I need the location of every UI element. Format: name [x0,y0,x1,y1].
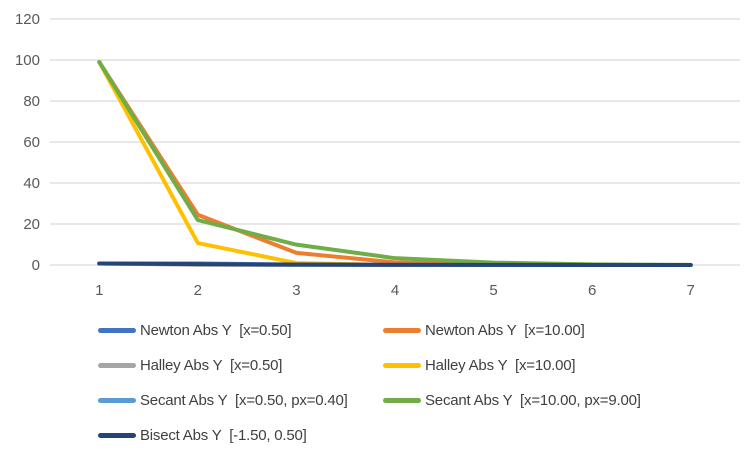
x-axis-tick-label: 2 [194,282,202,299]
legend-swatch-bisect [98,432,136,438]
legend-swatch-halley-x0-50 [98,362,136,368]
chart-legend: Newton Abs Y [x=0.50] Newton Abs Y [x=10… [98,319,641,446]
legend-item-secant-x0-50: Secant Abs Y [x=0.50, px=0.40] [98,389,383,411]
legend-item-newton-x10-00: Newton Abs Y [x=10.00] [383,319,641,341]
legend-label: Newton Abs Y [x=0.50] [140,321,292,339]
x-axis-tick-label: 5 [489,282,497,299]
legend-label: Secant Abs Y [x=0.50, px=0.40] [140,391,348,409]
legend-label: Bisect Abs Y [-1.50, 0.50] [140,426,307,444]
legend-item-halley-x0-50: Halley Abs Y [x=0.50] [98,354,383,376]
legend-item-newton-x0-50: Newton Abs Y [x=0.50] [98,319,383,341]
legend-item-secant-x10-00: Secant Abs Y [x=10.00, px=9.00] [383,389,641,411]
y-axis-tick-label: 20 [23,216,40,233]
line-chart: 0 20 40 60 80 100 120 1 2 3 4 5 6 7 [15,11,740,299]
x-axis-tick-label: 6 [588,282,596,299]
x-axis-tick-label: 7 [687,282,695,299]
series-line [97,60,693,267]
legend-swatch-secant-x0-50 [98,397,136,403]
legend-label: Secant Abs Y [x=10.00, px=9.00] [425,391,641,409]
x-axis-tick-label: 1 [95,282,103,299]
y-axis-tick-label: 100 [15,52,40,69]
x-axis-tick-label: 3 [292,282,300,299]
legend-label: Newton Abs Y [x=10.00] [425,321,585,339]
legend-item-bisect: Bisect Abs Y [-1.50, 0.50] [98,424,383,446]
series-line [97,60,693,267]
series-line [97,60,693,267]
legend-swatch-halley-x10-00 [383,362,421,368]
legend-swatch-newton-x10-00 [383,327,421,333]
y-axis-tick-label: 60 [23,134,40,151]
y-axis-tick-label: 80 [23,93,40,110]
legend-swatch-secant-x10-00 [383,397,421,403]
y-axis-tick-label: 120 [15,11,40,28]
legend-label: Halley Abs Y [x=0.50] [140,356,283,374]
y-axis-tick-label: 40 [23,175,40,192]
legend-label: Halley Abs Y [x=10.00] [425,356,576,374]
series-line [97,261,693,267]
x-axis-tick-label: 4 [391,282,399,299]
legend-item-halley-x10-00: Halley Abs Y [x=10.00] [383,354,641,376]
y-axis-tick-label: 0 [32,257,40,274]
legend-swatch-newton-x0-50 [98,327,136,333]
